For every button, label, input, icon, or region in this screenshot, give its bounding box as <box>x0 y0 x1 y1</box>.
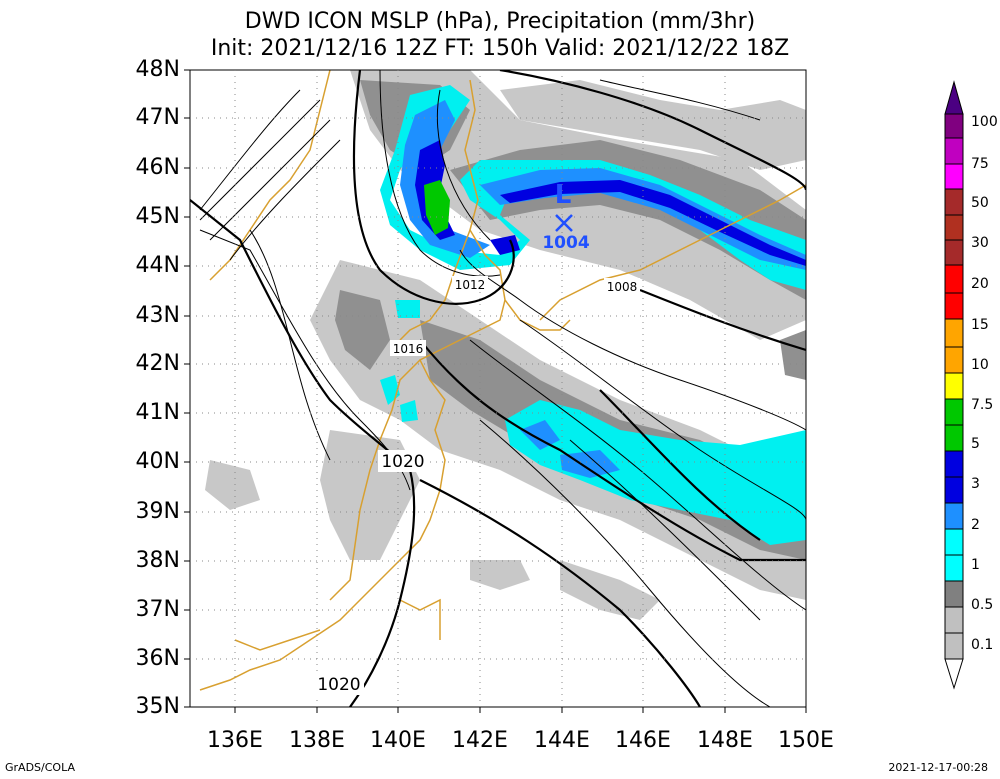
colorbar-label: 0.5 <box>971 597 994 613</box>
colorbar-label: 20 <box>971 276 989 292</box>
lon-label: 138E <box>289 728 345 753</box>
colorbar-label: 0.1 <box>971 637 994 653</box>
colorbar-label: 2 <box>971 517 980 533</box>
lat-label: 47N <box>135 105 180 130</box>
low-symbol: L <box>555 180 572 210</box>
isobar-label-1008: 1008 <box>607 280 638 294</box>
colorbar-label: 30 <box>971 235 989 251</box>
colorbar-label: 7.5 <box>971 397 994 413</box>
lat-label: 46N <box>135 155 180 180</box>
isobar-label-1020a: 1020 <box>381 452 424 472</box>
map-subtitle: Init: 2021/12/16 12Z FT: 150h Valid: 202… <box>210 36 790 61</box>
lon-label: 144E <box>534 728 590 753</box>
lat-label: 39N <box>135 499 180 524</box>
coastlines <box>199 70 806 691</box>
lat-label: 36N <box>135 646 180 671</box>
colorbar <box>944 80 964 690</box>
lon-label: 150E <box>778 728 834 753</box>
lat-label: 42N <box>135 351 180 376</box>
isobar-label-1016: 1016 <box>393 342 424 356</box>
plot-frame <box>189 69 807 708</box>
colorbar-label: 75 <box>971 156 989 172</box>
lat-label: 43N <box>135 303 180 328</box>
lat-label: 48N <box>135 57 180 82</box>
footer-timestamp: 2021-12-17-00:28 <box>888 761 988 774</box>
isobar-label-1020b: 1020 <box>317 675 360 695</box>
isobars-minor <box>199 70 806 707</box>
colorbar-label: 50 <box>971 195 989 211</box>
colorbar-label: 1 <box>971 557 980 573</box>
lon-label: 140E <box>370 728 426 753</box>
ticks <box>184 69 807 713</box>
footer-credit: GrADS/COLA <box>5 761 75 774</box>
gridlines <box>190 70 806 707</box>
lat-label: 45N <box>135 204 180 229</box>
precip-5mm <box>424 180 450 235</box>
colorbar-label: 10 <box>971 357 989 373</box>
colorbar-label: 5 <box>971 436 980 452</box>
colorbar-label: 15 <box>971 317 989 333</box>
lon-label: 146E <box>615 728 671 753</box>
lat-label: 38N <box>135 548 180 573</box>
colorbar-label: 100 <box>971 114 998 130</box>
precip-1mm <box>380 85 806 545</box>
isobar-label-1012: 1012 <box>455 278 486 292</box>
map-title: DWD ICON MSLP (hPa), Precipitation (mm/3… <box>244 9 756 34</box>
low-value: 1004 <box>542 233 589 253</box>
lat-label: 41N <box>135 400 180 425</box>
low-pressure-marker: L 1004 <box>542 180 589 253</box>
lon-label: 148E <box>697 728 753 753</box>
lat-label: 44N <box>135 253 180 278</box>
lat-label: 35N <box>135 694 180 719</box>
low-center-icon <box>555 214 573 232</box>
lat-label: 37N <box>135 597 180 622</box>
colorbar-label: 3 <box>971 476 980 492</box>
lat-label: 40N <box>135 449 180 474</box>
lon-label: 142E <box>452 728 508 753</box>
lon-label: 136E <box>207 728 263 753</box>
